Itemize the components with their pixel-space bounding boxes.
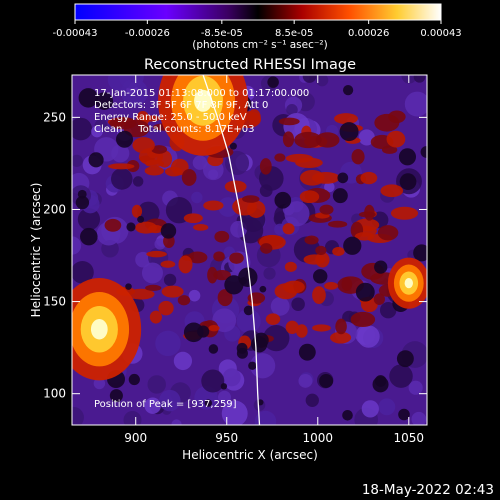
colorbar-tick-label: -0.00026	[125, 28, 170, 39]
colorbar-tick-label: 0.00026	[348, 28, 389, 39]
colorbar-units: (photons cm⁻² s⁻¹ asec⁻²)	[192, 39, 327, 51]
colorbar-tick-label: -0.00043	[53, 28, 98, 39]
chart-title: Reconstructed RHESSI Image	[144, 57, 356, 73]
bright-source	[387, 257, 427, 309]
y-axis-label: Heliocentric Y (arcsec)	[29, 183, 43, 318]
colorbar-tick-label: 0.00043	[420, 28, 461, 39]
heatmap-image	[72, 75, 427, 425]
x-tick-label: 950	[215, 431, 238, 445]
x-axis: 900 950 1000 1050	[124, 75, 424, 445]
colorbar-tick-label: -8.5e-05	[201, 28, 243, 39]
x-axis-label: Heliocentric X (arcsec)	[182, 448, 318, 462]
info-annotations: 17-Jan-2015 01:13:08.000 to 01:17:00.000…	[94, 88, 309, 135]
annotation-detectors: Detectors: 3F 5F 6F 7F 8F 9F, Att 0	[94, 100, 268, 111]
annotation-time-range: 17-Jan-2015 01:13:08.000 to 01:17:00.000	[94, 88, 309, 99]
colorbar	[74, 3, 442, 21]
plot-frame	[71, 74, 428, 426]
y-axis: 100 150 200 250	[43, 110, 427, 401]
colorbar-tick-label: 8.5e-05	[275, 28, 313, 39]
y-tick-label: 200	[43, 202, 66, 216]
x-tick-label: 900	[124, 431, 147, 445]
annotation-energy-range: Energy Range: 25.0 - 50.0 keV	[94, 112, 247, 123]
y-tick-label: 100	[43, 387, 66, 401]
peak-position-label: Position of Peak = [937,259]	[94, 399, 237, 410]
solar-limb-line	[202, 75, 261, 425]
bright-source	[72, 278, 142, 381]
x-tick-label: 1000	[302, 431, 333, 445]
footer-timestamp: 18-May-2022 02:43	[362, 482, 494, 498]
colorbar-ticks: -0.00043 -0.00026 -8.5e-05 8.5e-05 0.00026 0.…	[53, 20, 462, 39]
y-tick-label: 250	[43, 110, 66, 124]
annotation-clean-counts: Clean Total counts: 8.17E+03	[94, 124, 254, 135]
y-tick-label: 150	[43, 295, 66, 309]
x-tick-label: 1050	[394, 431, 425, 445]
